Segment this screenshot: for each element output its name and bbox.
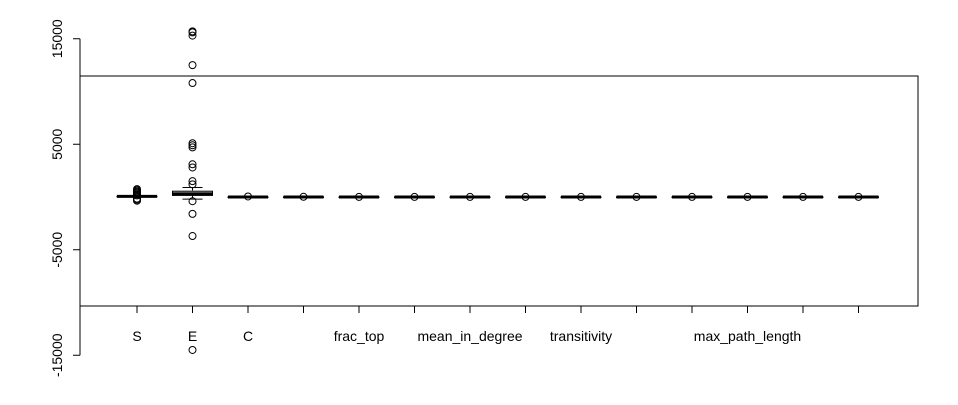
x-tick-label: E: [188, 328, 197, 344]
y-tick-label: -5000: [49, 232, 65, 268]
outlier-point: [188, 141, 197, 150]
box-4: [283, 192, 324, 201]
box-5: [338, 192, 380, 201]
y-axis: -15000 -5000 5000 15000: [49, 19, 81, 377]
box-9: [560, 192, 602, 201]
outlier-point: [188, 79, 197, 88]
x-tick-label: C: [243, 328, 253, 344]
outlier-point: [188, 177, 197, 186]
y-tick-label: 15000: [49, 19, 65, 58]
outlier-point: [688, 192, 696, 201]
box-3: [227, 192, 269, 201]
outlier-point: [244, 192, 252, 201]
outlier-point: [799, 192, 807, 201]
outlier-point: [188, 139, 197, 148]
outlier-point: [188, 197, 197, 206]
outlier-point: [521, 192, 530, 201]
box-13: [782, 192, 824, 201]
outlier-point: [854, 192, 863, 201]
outlier-point: [188, 209, 197, 218]
y-tick-label: 5000: [49, 128, 65, 159]
outlier-point: [632, 192, 641, 201]
outlier-point: [188, 163, 197, 172]
outlier-point: [188, 345, 197, 354]
outlier-point: [188, 143, 197, 152]
outlier-point: [188, 31, 197, 40]
y-tick-label: -15000: [49, 333, 65, 377]
outlier-point: [133, 185, 141, 194]
outlier-point: [188, 232, 197, 241]
outlier-point: [188, 27, 197, 36]
outlier-point: [410, 192, 419, 201]
box-8: [505, 192, 546, 201]
outlier-point: [188, 160, 197, 169]
x-tick-label: transitivity: [550, 328, 612, 344]
box-10: [616, 192, 657, 201]
box-12: [727, 192, 768, 201]
box-6: [394, 192, 435, 201]
outlier-point: [743, 192, 752, 201]
box-1: [116, 185, 158, 205]
box-2: [172, 27, 213, 354]
outlier-point: [299, 192, 308, 201]
box-series: [116, 27, 879, 354]
x-tick-label: S: [132, 328, 141, 344]
x-tick-label: frac_top: [334, 328, 385, 344]
outlier-point: [188, 61, 197, 70]
box-14: [838, 192, 879, 201]
outlier-point: [577, 192, 585, 201]
outlier-point: [188, 180, 197, 189]
box-11: [671, 192, 713, 201]
box-7: [449, 192, 491, 201]
x-tick-label: mean_in_degree: [417, 328, 522, 344]
x-tick-label: max_path_length: [694, 328, 801, 344]
outlier-point: [355, 192, 363, 201]
outlier-point: [466, 192, 474, 201]
